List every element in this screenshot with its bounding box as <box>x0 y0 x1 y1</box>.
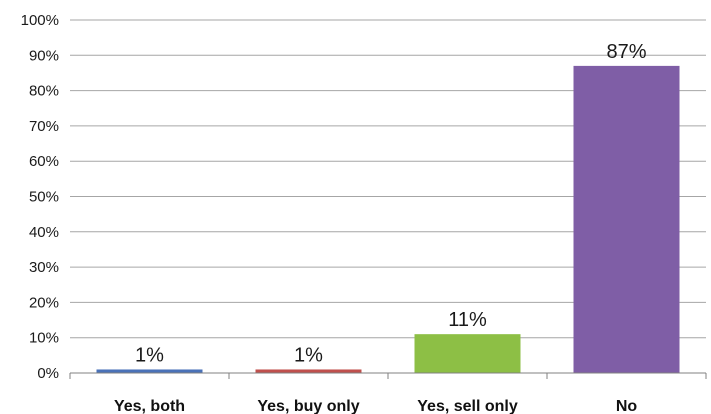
y-tick-label: 0% <box>37 365 59 382</box>
y-tick-label: 90% <box>29 47 59 64</box>
y-tick-label: 10% <box>29 330 59 347</box>
data-label-2: 11% <box>448 309 487 331</box>
x-axis <box>69 372 707 379</box>
bar-2 <box>414 334 521 373</box>
gridlines <box>70 19 706 339</box>
category-label-2: Yes, sell only <box>417 398 518 414</box>
y-tick-label: 50% <box>29 189 59 206</box>
y-tick-label: 70% <box>29 118 59 135</box>
data-label-3: 87% <box>606 41 646 63</box>
y-tick-label: 20% <box>29 294 59 311</box>
bar-0 <box>96 369 203 373</box>
data-labels: 1% 1% 11% 87% <box>135 41 647 367</box>
y-tick-label: 60% <box>29 153 59 170</box>
category-label-1: Yes, buy only <box>257 398 359 414</box>
x-axis-category-labels: Yes, both Yes, buy only Yes, sell only No <box>114 398 637 414</box>
category-label-0: Yes, both <box>114 398 185 414</box>
y-tick-label: 40% <box>29 224 59 241</box>
y-tick-label: 30% <box>29 259 59 276</box>
bars <box>96 65 680 373</box>
data-label-0: 1% <box>135 344 164 366</box>
data-label-1: 1% <box>294 344 323 366</box>
y-tick-label: 80% <box>29 83 59 100</box>
y-tick-label: 100% <box>21 12 59 29</box>
y-axis-tick-labels: 0% 10% 20% 30% 40% 50% 60% 70% 80% 90% 100% <box>21 12 59 382</box>
category-label-3: No <box>616 398 638 414</box>
bar-1 <box>255 369 362 373</box>
bar-3 <box>573 65 680 373</box>
